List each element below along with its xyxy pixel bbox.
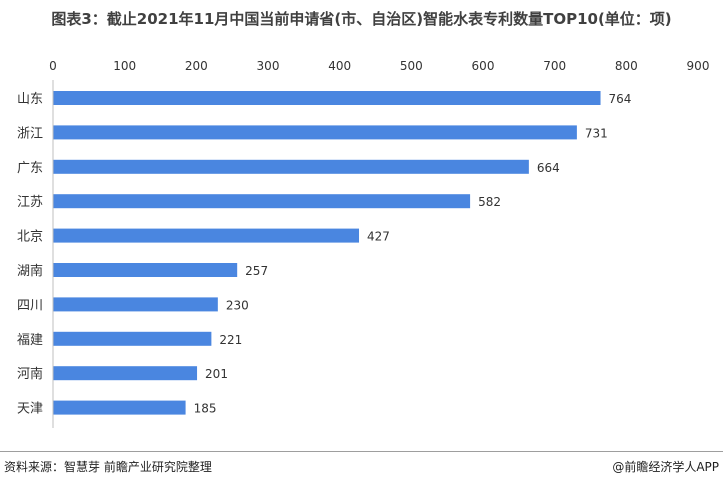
category-label: 河南 xyxy=(17,366,43,382)
bar-9 xyxy=(53,400,186,415)
bar-1 xyxy=(53,125,577,140)
bar-6 xyxy=(53,297,218,312)
value-label: 731 xyxy=(585,126,608,140)
x-tick-label: 500 xyxy=(400,59,423,73)
bars xyxy=(53,91,601,415)
category-label: 天津 xyxy=(17,402,43,417)
x-tick-label: 400 xyxy=(328,59,351,73)
value-label: 257 xyxy=(245,264,268,278)
value-label: 185 xyxy=(194,402,217,416)
category-label: 浙江 xyxy=(17,126,43,141)
x-tick-label: 900 xyxy=(687,59,710,73)
x-tick-label: 600 xyxy=(472,59,495,73)
publisher-credit: @前瞻经济学人APP xyxy=(612,460,719,474)
x-tick-label: 300 xyxy=(257,59,280,73)
category-label: 北京 xyxy=(17,230,43,245)
value-label: 427 xyxy=(367,230,390,244)
bar-3 xyxy=(53,194,471,209)
bar-4 xyxy=(53,228,360,243)
category-label: 江苏 xyxy=(17,194,43,210)
value-label: 582 xyxy=(478,195,501,209)
category-label: 湖南 xyxy=(17,263,43,279)
bar-2 xyxy=(53,159,529,174)
category-label: 广东 xyxy=(17,161,43,176)
category-label: 福建 xyxy=(17,333,43,348)
x-axis-ticks: 0 100 200 300 400 500 600 700 800 900 xyxy=(49,59,709,73)
chart-title: 图表3：截止2021年11月中国当前申请省(市、自治区)智能水表专利数量TOP1… xyxy=(51,10,672,28)
value-label: 221 xyxy=(219,333,242,347)
value-label: 230 xyxy=(226,298,249,312)
category-label: 四川 xyxy=(17,298,43,313)
source-note: 资料来源：智慧芽 前瞻产业研究院整理 xyxy=(4,460,212,474)
bar-0 xyxy=(53,91,601,105)
bar-7 xyxy=(53,331,212,346)
x-tick-label: 100 xyxy=(113,59,136,73)
value-label: 764 xyxy=(609,92,632,106)
value-label: 201 xyxy=(205,367,228,381)
value-label: 664 xyxy=(537,161,560,175)
x-tick-label: 200 xyxy=(185,59,208,73)
x-tick-label: 700 xyxy=(543,59,566,73)
x-tick-label: 0 xyxy=(49,59,57,73)
value-labels: 764 731 664 582 427 257 230 221 201 185 xyxy=(194,92,632,416)
category-label: 山东 xyxy=(17,92,43,107)
bar-8 xyxy=(53,366,198,381)
x-tick-label: 800 xyxy=(615,59,638,73)
bar-5 xyxy=(53,263,238,277)
footer-divider xyxy=(0,451,723,452)
